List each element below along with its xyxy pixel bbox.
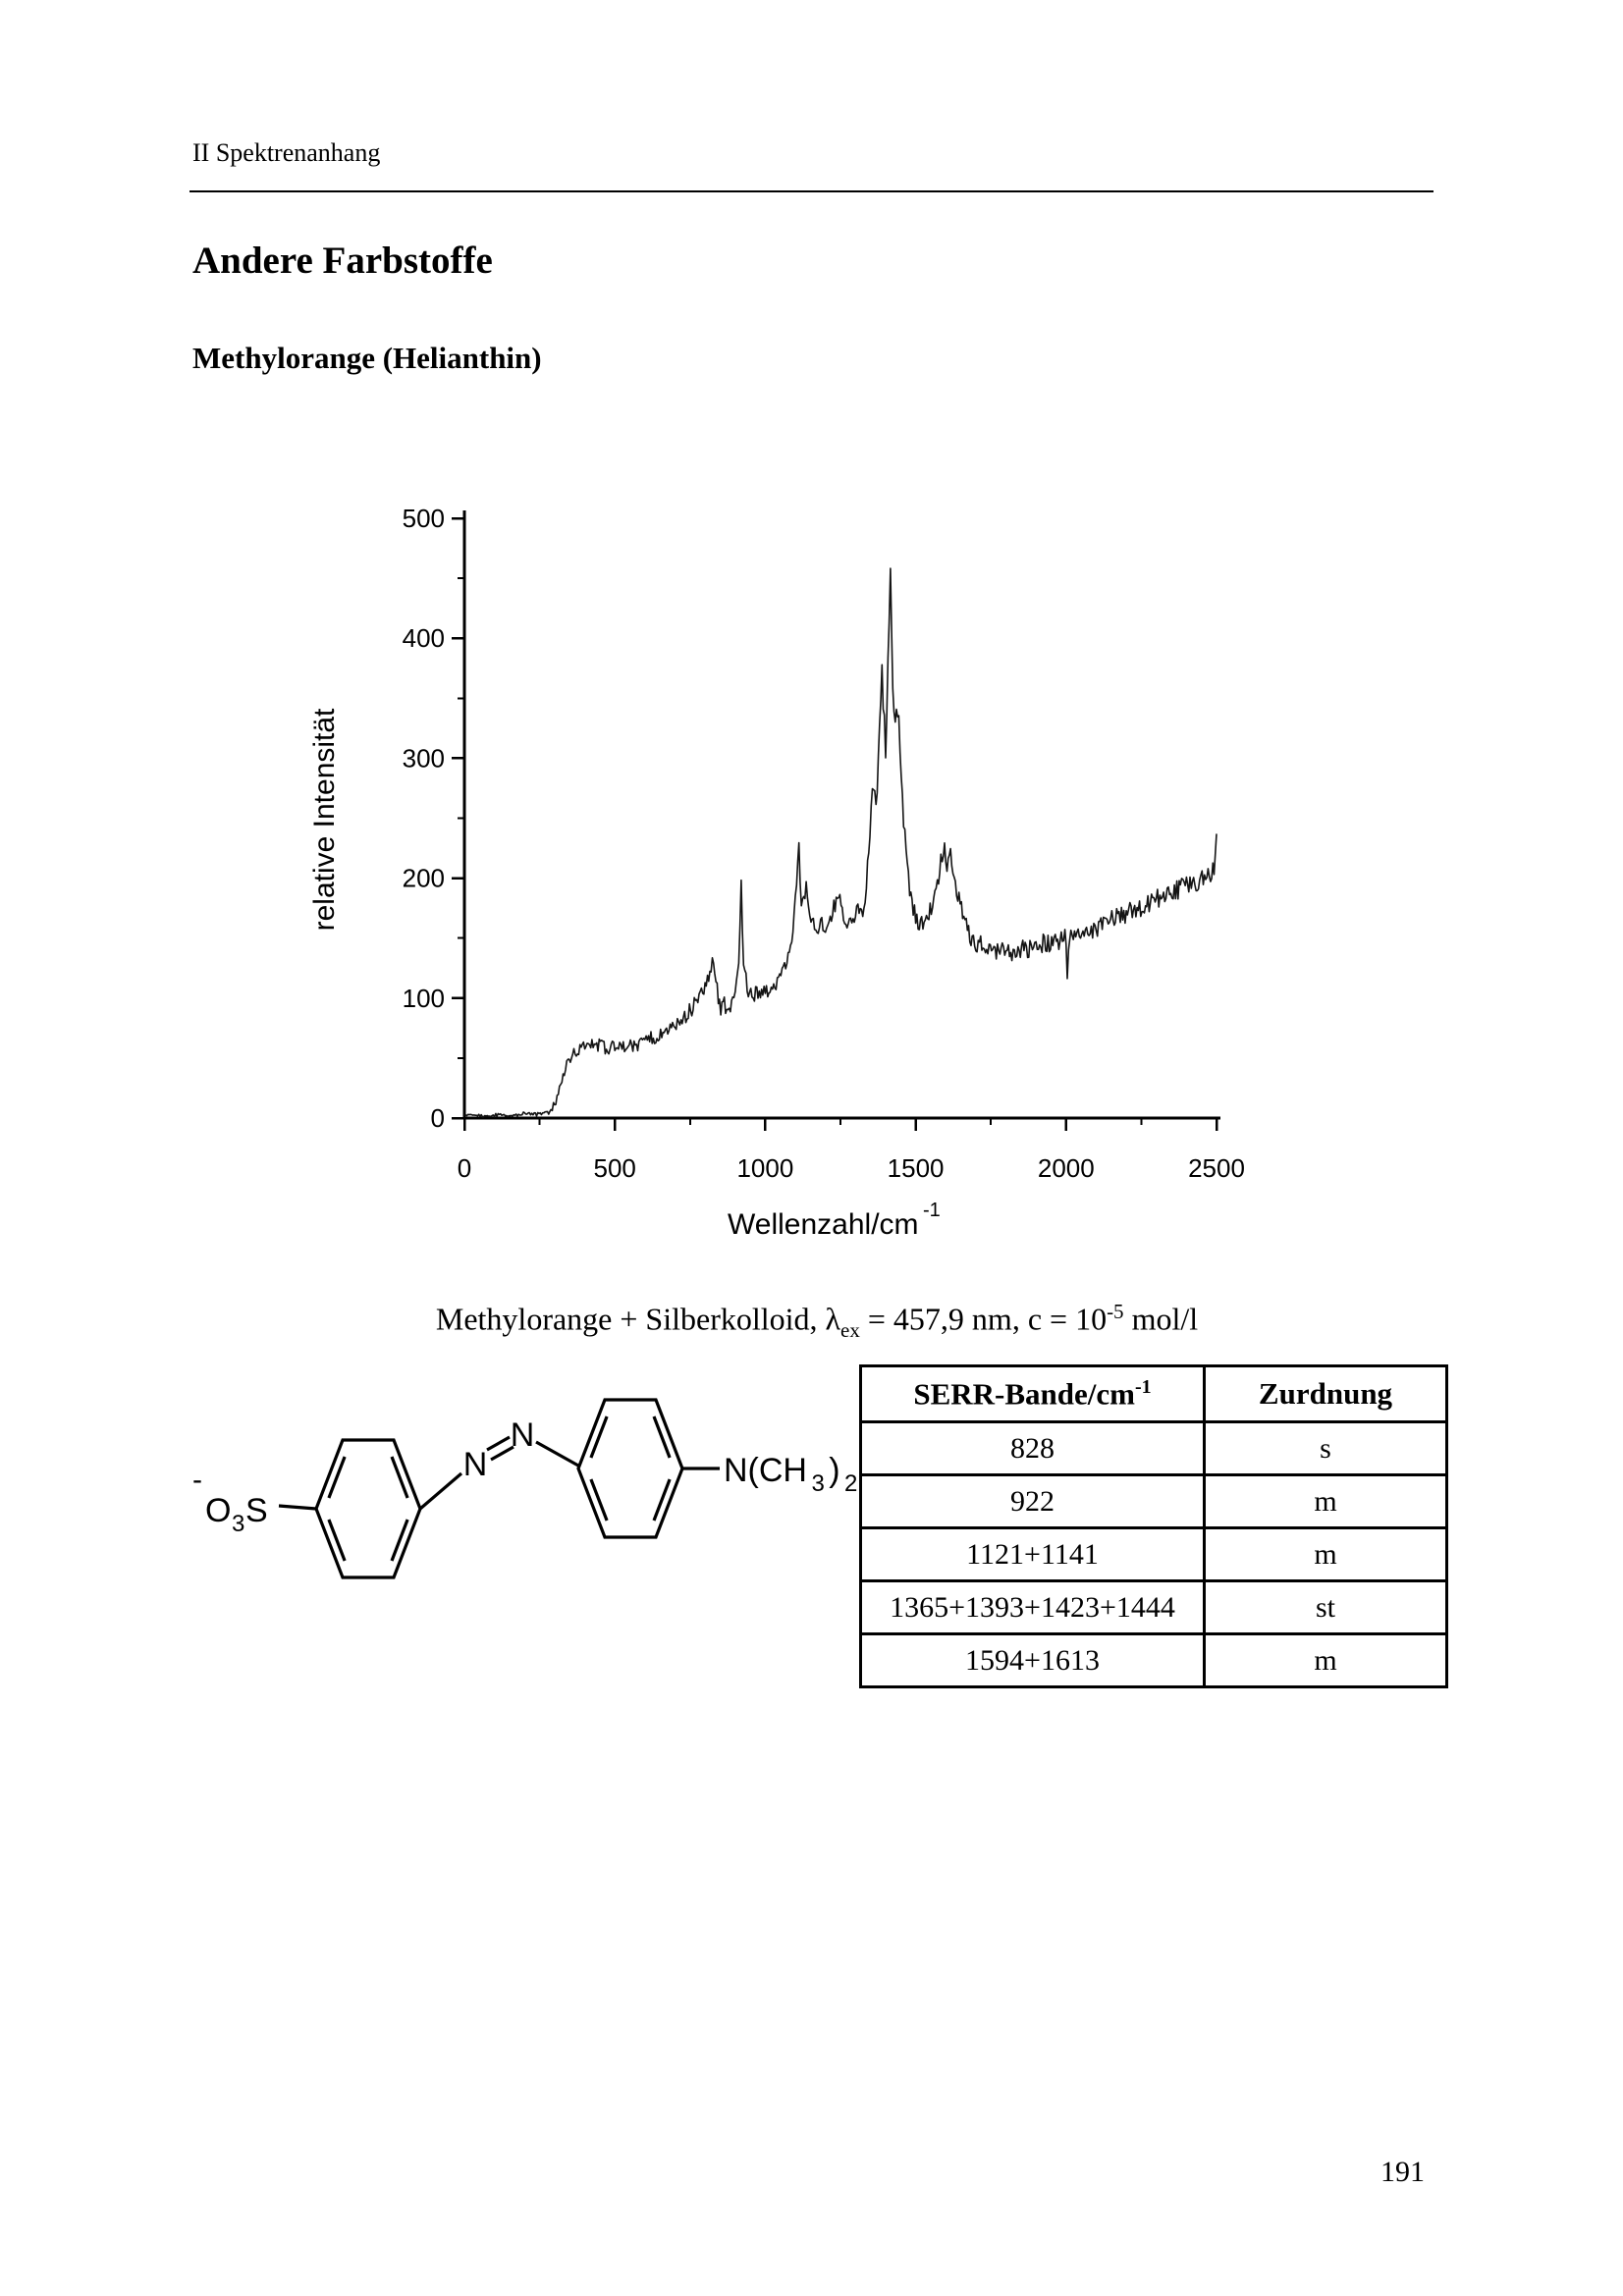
x-tick-label: 2500 bbox=[1188, 1153, 1245, 1183]
assignment-cell: st bbox=[1203, 1579, 1448, 1635]
caption-lambda-sub: ex bbox=[840, 1318, 860, 1343]
y-tick-label: 0 bbox=[431, 1103, 445, 1133]
band-cell: 828 bbox=[859, 1420, 1206, 1476]
x-axis-title: Wellenzahl/cm bbox=[728, 1208, 919, 1241]
benzene-ring-2 bbox=[576, 1398, 684, 1539]
benzene-ring-1 bbox=[314, 1438, 422, 1579]
y-tick-label: 500 bbox=[403, 504, 445, 533]
y-tick-label: 200 bbox=[403, 864, 445, 893]
sulfonate-subscript: 3 bbox=[232, 1511, 244, 1537]
bond-n2-ring bbox=[535, 1440, 579, 1468]
double-bond bbox=[390, 1456, 409, 1499]
assignment-cell: m bbox=[1203, 1632, 1448, 1688]
table-header-row: SERR-Bande/cm-1 Zurdnung bbox=[859, 1364, 1448, 1423]
double-bond bbox=[589, 1478, 609, 1522]
caption-suffix: mol/l bbox=[1123, 1301, 1199, 1337]
assignment-cell: s bbox=[1203, 1420, 1448, 1476]
caption-prefix: Methylorange + Silberkolloid, bbox=[435, 1301, 826, 1337]
table-row: 828 s bbox=[859, 1420, 1448, 1476]
spectrum-trace bbox=[463, 567, 1217, 1118]
table-row: 922 m bbox=[859, 1473, 1448, 1529]
table-header-assignment: Zurdnung bbox=[1203, 1364, 1448, 1423]
azo-n2-label: N bbox=[511, 1416, 535, 1454]
x-tick-label: 0 bbox=[458, 1153, 471, 1183]
x-tick-label: 1500 bbox=[888, 1153, 945, 1183]
y-tick-label: 100 bbox=[403, 984, 445, 1013]
amine-main: N(CH bbox=[724, 1452, 807, 1489]
table-header-band-superscript: -1 bbox=[1134, 1375, 1152, 1398]
azo-double-bond bbox=[486, 1435, 511, 1452]
assignment-cell: m bbox=[1203, 1526, 1448, 1582]
sulfonate-label: - O 3 S bbox=[192, 1464, 268, 1537]
double-bond bbox=[327, 1456, 347, 1499]
table-header-band: SERR-Bande/cm-1 bbox=[859, 1364, 1206, 1423]
x-tick-label: 500 bbox=[594, 1153, 636, 1183]
azo-double-bond bbox=[490, 1445, 514, 1462]
subsection-title: Methylorange (Helianthin) bbox=[192, 341, 542, 375]
running-header: II Spektrenanhang bbox=[192, 138, 381, 167]
double-bond bbox=[327, 1519, 347, 1562]
caption-exponent: -5 bbox=[1107, 1300, 1124, 1323]
double-bond bbox=[589, 1415, 609, 1459]
chart-caption: Methylorange + Silberkolloid, λex = 457,… bbox=[245, 1300, 1388, 1343]
sulfonate-oxygen: O bbox=[205, 1492, 231, 1529]
page-number: 191 bbox=[1380, 2156, 1425, 2188]
table-row: 1594+1613 m bbox=[859, 1632, 1448, 1688]
x-tick-label: 1000 bbox=[736, 1153, 793, 1183]
header-rule bbox=[189, 190, 1434, 192]
caption-mid: = 457,9 nm, c = 10 bbox=[859, 1301, 1108, 1337]
table-header-band-text: SERR-Bande/cm bbox=[913, 1376, 1135, 1412]
dimethylamino-label: N(CH 3 ) 2 bbox=[724, 1452, 857, 1497]
bond-sulfonate-ring bbox=[278, 1504, 317, 1511]
amine-close: ) bbox=[829, 1452, 839, 1489]
amine-sub2: 2 bbox=[844, 1470, 857, 1497]
band-cell: 922 bbox=[859, 1473, 1206, 1529]
chart-axes bbox=[452, 510, 1220, 1131]
band-cell: 1121+1141 bbox=[859, 1526, 1206, 1582]
sulfonate-sulfur: S bbox=[245, 1492, 268, 1529]
y-axis-title: relative Intensität bbox=[308, 708, 341, 931]
x-tick-label: 2000 bbox=[1038, 1153, 1095, 1183]
azo-n1-label: N bbox=[463, 1446, 488, 1483]
section-title: Andere Farbstoffe bbox=[192, 240, 493, 282]
bond-ring-n1 bbox=[418, 1471, 463, 1511]
x-axis-title-superscript: -1 bbox=[923, 1200, 941, 1221]
molecule-structure: - O 3 S N N N(CH 3 ) 2 bbox=[192, 1398, 857, 1579]
sulfonate-charge: - bbox=[192, 1464, 202, 1496]
table-row: 1121+1141 m bbox=[859, 1526, 1448, 1582]
band-cell: 1365+1393+1423+1444 bbox=[859, 1579, 1206, 1635]
y-tick-label: 300 bbox=[403, 743, 445, 773]
chart-tick-labels: 0 100 200 300 400 500 0 500 1000 1500 2000 2500 bbox=[403, 504, 1245, 1183]
y-tick-label: 400 bbox=[403, 623, 445, 653]
band-cell: 1594+1613 bbox=[859, 1632, 1206, 1688]
assignment-cell: m bbox=[1203, 1473, 1448, 1529]
serr-table: SERR-Bande/cm-1 Zurdnung 828 s 922 m 1121+11… bbox=[859, 1364, 1448, 1688]
double-bond bbox=[390, 1519, 409, 1562]
amine-sub3: 3 bbox=[811, 1470, 824, 1497]
caption-lambda: λ bbox=[825, 1301, 841, 1337]
table-row: 1365+1393+1423+1444 st bbox=[859, 1579, 1448, 1635]
double-bond bbox=[652, 1415, 672, 1459]
double-bond bbox=[652, 1478, 672, 1522]
